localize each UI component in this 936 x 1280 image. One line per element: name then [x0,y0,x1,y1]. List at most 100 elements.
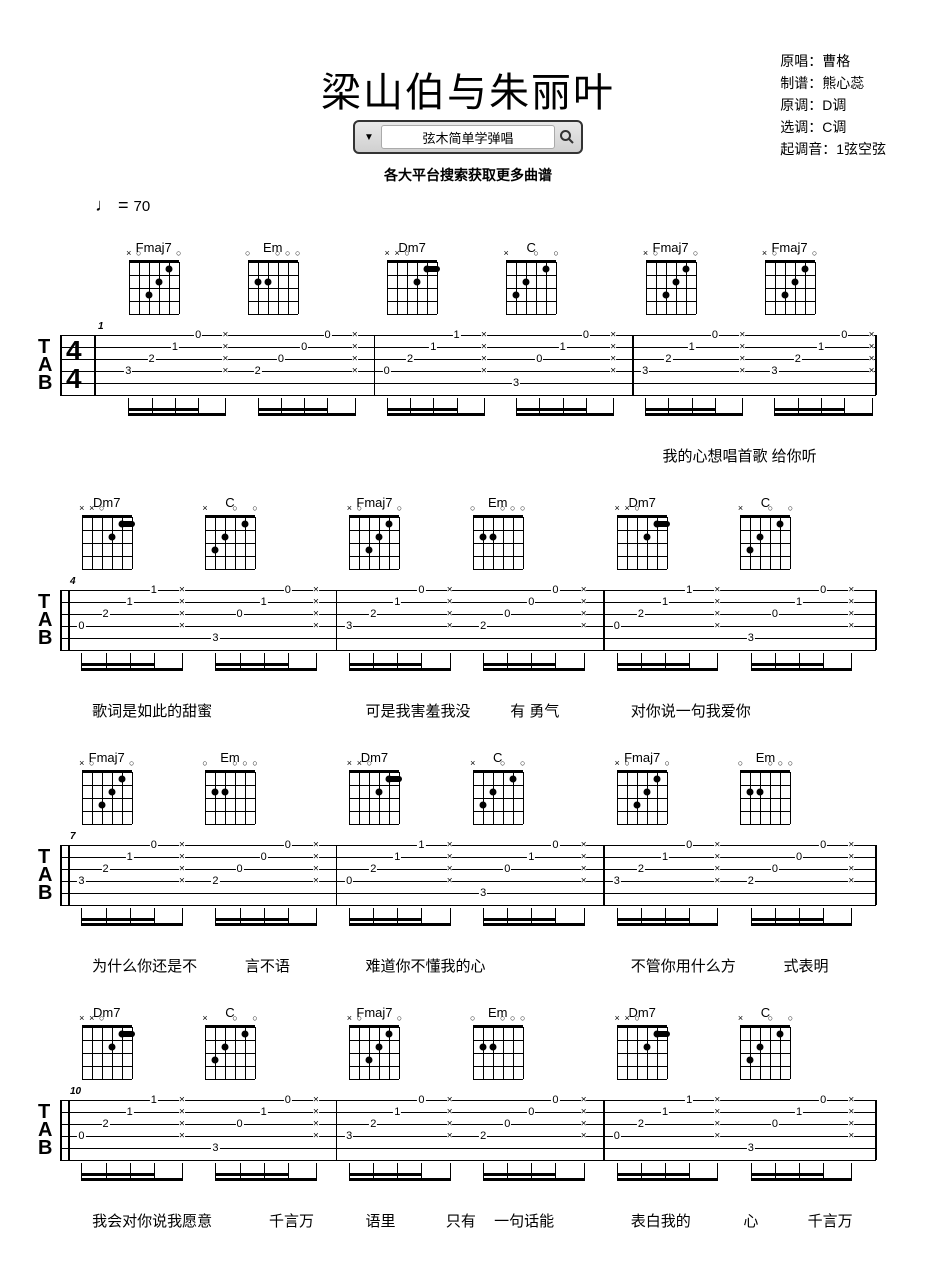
strum-x: × [848,853,854,862]
fret-number: 1 [393,597,401,607]
lyric-text: 心 [743,1210,758,1231]
strum-x: × [447,598,453,607]
fret-number: 0 [284,840,292,850]
chord-name: C [202,495,258,510]
meta-playkey: C调 [822,119,846,135]
strum-x: × [848,610,854,619]
strum-x: × [848,1096,854,1105]
fret-number: 0 [527,1107,535,1117]
meta-tuning: 1弦空弦 [836,141,886,157]
meta-singer-label: 原唱： [780,53,822,69]
lyrics-row: 歌词是如此的甜蜜可是我害羞我没有 勇气对你说一句我爱你 [60,700,876,725]
fret-number: 3 [345,1131,353,1141]
fret-number: 0 [685,840,693,850]
lyrics-row: 我的心想唱首歌 给你听 [60,445,876,470]
strum-x: × [581,586,587,595]
strum-x: × [714,865,720,874]
fret-number: 3 [77,876,85,886]
fret-number: 3 [124,366,132,376]
tempo-value: 70 [134,198,151,215]
strum-x: × [352,331,358,340]
strum-x: × [179,610,185,619]
search-box: ▼ 弦木简单学弹唱 [353,120,583,154]
chord-diagram: Dm7 ××○ [79,1005,135,1083]
chord-name: Dm7 [384,240,440,255]
strum-x: × [869,367,875,376]
lyric-text: 语里 [365,1210,395,1231]
strum-x: × [848,1132,854,1141]
strum-x: × [313,598,319,607]
chord-name: C [202,1005,258,1020]
strum-x: × [610,355,616,364]
strum-x: × [313,1096,319,1105]
fret-number: 3 [747,633,755,643]
strum-x: × [313,865,319,874]
fret-number: 0 [503,864,511,874]
chord-name: Em [245,240,301,255]
fret-number: 0 [819,1095,827,1105]
fret-number: 2 [101,864,109,874]
strum-x: × [714,853,720,862]
chord-name: Dm7 [79,495,135,510]
lyric-text: 我的心想唱首歌 给你听 [662,445,816,466]
lyric-text: 为什么你还是不 [92,955,197,976]
fret-number: 2 [479,1131,487,1141]
strum-x: × [714,1132,720,1141]
fret-number: 0 [345,876,353,886]
lyric-text: 不管你用什么方 [631,955,736,976]
strum-x: × [581,865,587,874]
fret-number: 0 [235,609,243,619]
fret-number: 0 [77,1131,85,1141]
strum-x: × [481,355,487,364]
strum-x: × [179,1096,185,1105]
strum-x: × [447,853,453,862]
lyric-text: 可是我害羞我没 [365,700,470,721]
chord-diagram: C ×○○ [470,750,526,828]
fret-number: 1 [150,1095,158,1105]
fret-number: 0 [77,621,85,631]
strum-x: × [610,343,616,352]
chord-diagram: Em ○○○○ [202,750,258,828]
chord-diagram: Em ○○○○ [470,495,526,573]
strum-x: × [869,331,875,340]
strum-x: × [313,1120,319,1129]
strum-x: × [848,622,854,631]
tab-system: Fmaj7 ×○○ Em ○○○○ Dm7 ××○ C ×○○ Fmaj7 ×○… [60,240,876,470]
strum-x: × [581,1120,587,1129]
tab-staff: TAB4413210××××2000××××0211××××3010××××32… [60,335,876,410]
fret-number: 1 [817,342,825,352]
chord-diagram: Fmaj7 ×○○ [126,240,182,318]
strum-x: × [179,598,185,607]
fret-number: 1 [661,1107,669,1117]
chord-diagram: Dm7 ××○ [614,1005,670,1083]
fret-number: 0 [551,1095,559,1105]
lyric-text: 一句话能 [494,1210,554,1231]
lyric-text: 言不语 [245,955,290,976]
subtitle: 各大平台搜索获取更多曲谱 [384,165,552,185]
fret-number: 0 [711,330,719,340]
fret-number: 2 [101,609,109,619]
chord-diagram: Dm7 ××○ [346,750,402,828]
fret-number: 3 [211,1143,219,1153]
fret-number: 1 [126,597,134,607]
chord-diagram: Fmaj7 ×○○ [762,240,818,318]
fret-number: 1 [685,585,693,595]
strum-x: × [179,1120,185,1129]
chord-name: Em [470,495,526,510]
tab-system: Fmaj7 ×○○ Em ○○○○ Dm7 ××○ C ×○○ Fmaj7 ×○… [60,750,876,980]
tab-staff: TAB100211××××3010××××3210××××2000××××021… [60,1100,876,1175]
fret-number: 0 [284,1095,292,1105]
strum-x: × [352,343,358,352]
strum-x: × [447,1132,453,1141]
chord-name: Fmaj7 [346,495,402,510]
strum-x: × [848,841,854,850]
strum-x: × [447,586,453,595]
strum-x: × [714,1120,720,1129]
strum-x: × [739,343,745,352]
chord-name: Em [737,750,793,765]
fret-number: 1 [661,852,669,862]
strum-x: × [447,1108,453,1117]
lyrics-row: 我会对你说我愿意千言万语里只有一句话能表白我的心千言万 [60,1210,876,1235]
strum-x: × [447,1096,453,1105]
strum-x: × [447,610,453,619]
